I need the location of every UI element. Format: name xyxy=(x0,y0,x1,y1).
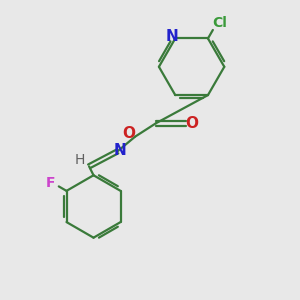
Text: N: N xyxy=(113,143,126,158)
Text: Cl: Cl xyxy=(212,16,227,30)
Text: O: O xyxy=(122,126,135,141)
Text: H: H xyxy=(75,153,85,167)
Text: O: O xyxy=(186,116,199,131)
Text: F: F xyxy=(46,176,55,190)
Text: N: N xyxy=(166,29,178,44)
